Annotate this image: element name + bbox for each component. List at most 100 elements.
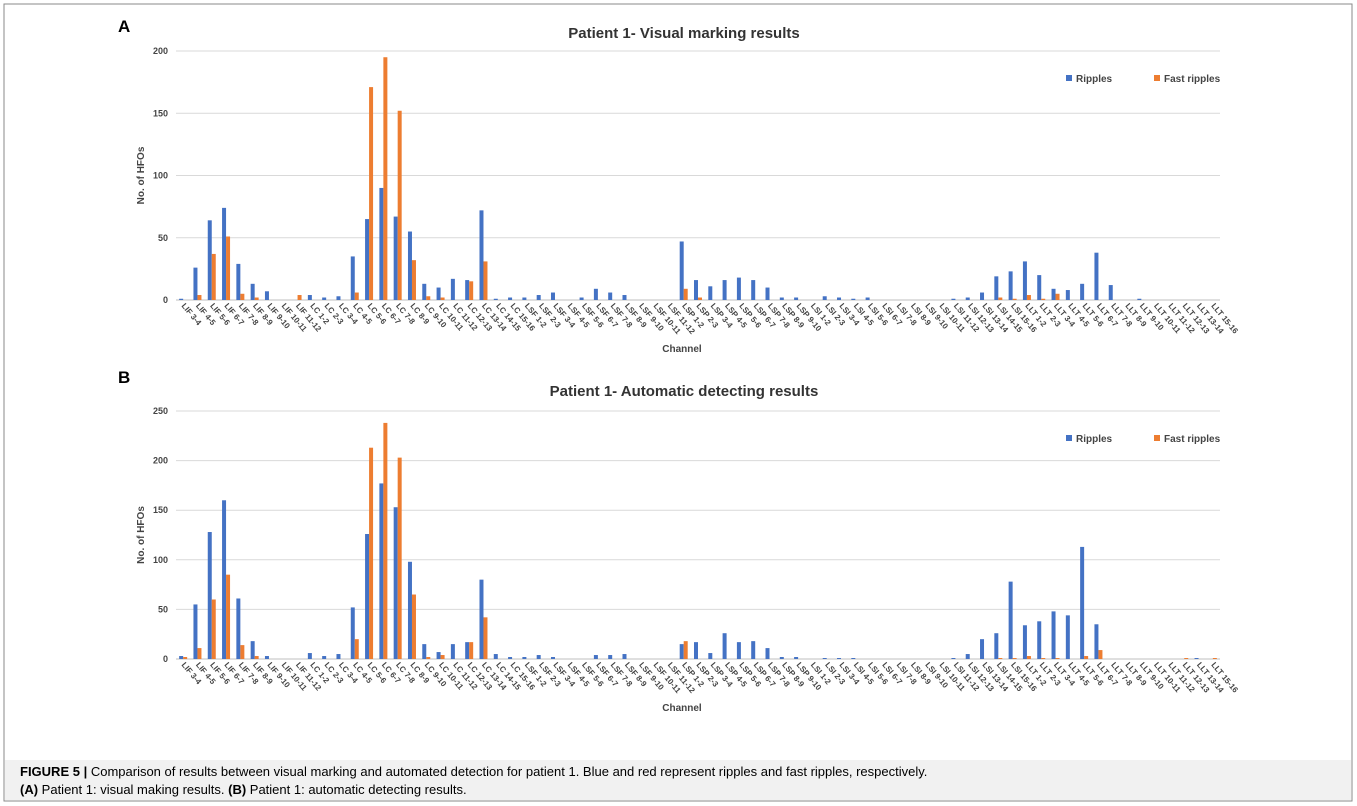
bar [1026,656,1031,659]
bar [426,296,431,300]
bar [483,261,488,300]
bar [994,633,999,659]
panel-label: B [118,368,130,387]
y-tick-label: 200 [153,46,168,56]
y-tick-label: 200 [153,456,168,466]
bar [765,648,770,659]
bar [683,288,688,300]
bar [536,655,541,659]
bar [708,286,713,300]
bar [794,297,799,300]
caption-a-label: (A) [20,782,38,797]
bar [1065,615,1070,659]
y-axis-label: No. of HFOs [136,146,147,204]
bar [411,594,416,659]
bar [222,500,227,659]
bar [264,656,269,659]
bar [994,276,999,300]
bar [837,658,842,659]
bar [264,291,269,300]
bar [354,292,359,300]
bar [365,219,370,300]
bar [207,532,212,659]
legend-swatch [1066,435,1072,441]
bar [694,280,698,300]
y-axis-label: No. of HFOs [136,506,147,564]
bar [336,296,341,300]
bar [322,297,327,300]
bar [393,216,398,300]
bar [508,657,513,659]
bar [779,657,784,659]
bar [951,658,956,659]
bar [422,283,427,300]
bar [365,534,370,659]
caption-b-label: (B) [228,782,246,797]
bar [465,642,470,659]
bar [722,633,727,659]
bar [822,658,827,659]
bar [250,641,255,659]
bar [393,507,398,659]
bar [579,297,584,300]
bar [183,657,188,659]
y-tick-label: 150 [153,108,168,118]
bar [236,598,241,659]
bar [1080,546,1085,659]
bar [1055,658,1060,659]
bar [679,241,684,300]
bar [751,641,756,659]
bar [593,655,598,659]
bar [493,654,498,659]
legend-label: Fast ripples [1164,434,1221,445]
legend-label: Fast ripples [1164,74,1221,85]
bar [379,483,384,659]
bar [1008,581,1013,659]
bar [998,658,1003,659]
bar [193,267,198,300]
bar [736,642,741,659]
bar [522,297,527,300]
bar [179,298,184,300]
bar [440,655,445,659]
bar [226,236,231,300]
bar [1065,290,1070,300]
bar [708,653,713,659]
bar [522,657,527,659]
bar [469,281,474,300]
caption-a-text: Patient 1: visual making results. [42,782,225,797]
bar [851,298,856,300]
bar [1055,293,1060,300]
bar [1022,625,1027,659]
bar [1108,285,1113,300]
bar [307,653,312,659]
bar [765,287,770,300]
bar [1094,252,1099,300]
bar [222,207,227,300]
bar [965,654,970,659]
y-tick-label: 250 [153,406,168,416]
bar [250,283,255,300]
bar [407,231,412,300]
bar [369,447,374,659]
chart-title: Patient 1- Automatic detecting results [550,383,819,400]
bar [469,642,474,659]
bar [197,295,202,300]
bar [622,295,627,300]
y-tick-label: 150 [153,505,168,515]
y-tick-label: 50 [158,233,168,243]
bar [865,297,870,300]
bar [679,644,684,659]
bar [698,297,702,300]
bar [479,579,484,659]
bar [1184,658,1189,659]
bar [411,260,416,300]
y-tick-label: 100 [153,171,168,181]
bar [951,298,956,300]
bar [822,296,827,300]
bar [722,280,727,300]
bar [1022,261,1027,300]
bar [1084,656,1089,659]
bar [483,617,488,659]
x-axis-label: Channel [662,344,702,355]
